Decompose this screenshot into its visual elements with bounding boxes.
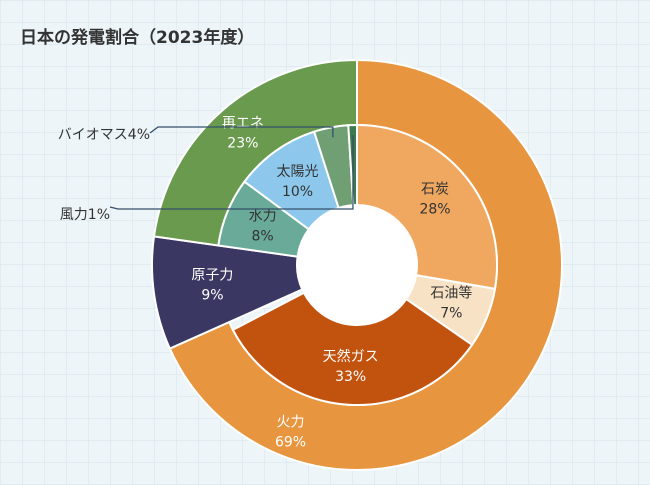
slice-value-label: 23% xyxy=(227,136,258,152)
leader-label-name: 風力 xyxy=(60,207,88,223)
leader-label-value: 4% xyxy=(128,127,150,143)
leader-label: バイオマス4% xyxy=(58,127,150,143)
leader-label-name: バイオマス xyxy=(58,127,128,143)
slice-label: 太陽光 xyxy=(277,164,319,180)
donut-hole xyxy=(297,205,417,325)
slice-value-label: 8% xyxy=(252,228,274,244)
slice-label: 再エネ xyxy=(222,116,264,132)
slice-label: 天然ガス xyxy=(323,348,379,365)
slice-label: 原子力 xyxy=(191,267,233,283)
slice-value-label: 33% xyxy=(335,369,366,385)
slice-value-label: 7% xyxy=(440,306,462,322)
slice-label: 石油等 xyxy=(430,285,472,302)
slice-label: 石炭 xyxy=(421,181,449,197)
slice-label: 火力 xyxy=(277,414,305,430)
slice-value-label: 28% xyxy=(419,201,450,217)
slice-value-label: 10% xyxy=(282,184,313,200)
leader-label: 風力1% xyxy=(60,207,110,223)
slice-label: 水力 xyxy=(249,208,277,224)
slice-value-label: 69% xyxy=(275,434,306,450)
slice-value-label: 9% xyxy=(201,287,223,303)
leader-line xyxy=(109,135,354,210)
leader-line xyxy=(149,126,334,138)
chart-title: 日本の発電割合（2023年度） xyxy=(20,27,254,48)
leader-label-value: 1% xyxy=(88,207,110,223)
